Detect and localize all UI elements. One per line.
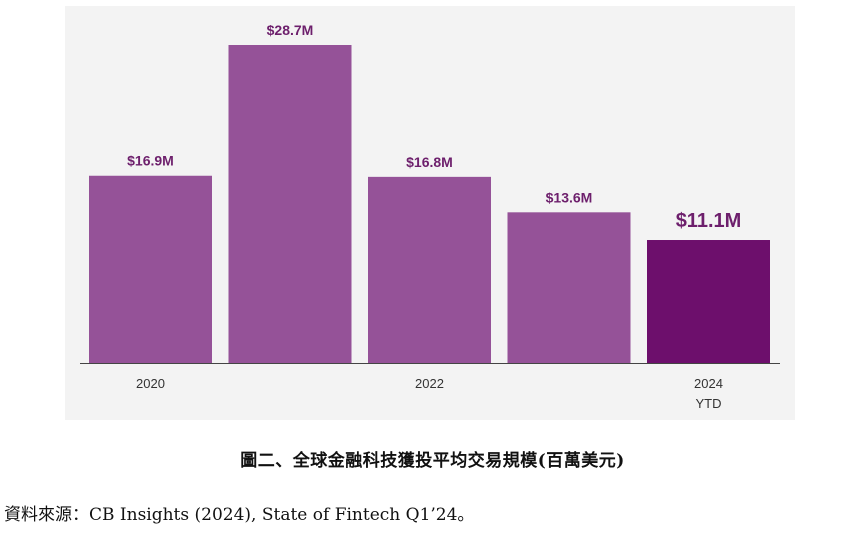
x-tick-sublabel: YTD [696,396,722,411]
x-tick-label: 2022 [415,376,444,391]
bar-2020 [89,175,212,363]
x-tick-label: 2020 [136,376,165,391]
bar-2024-ytd [647,240,770,363]
value-label: $11.1M [676,210,742,232]
bar-2022 [368,176,491,363]
value-label: $16.8M [406,154,453,170]
value-label: $13.6M [546,189,593,205]
value-label: $28.7M [267,22,314,38]
bar-2023 [507,212,631,363]
value-labels-layer: $16.9M $28.7M $16.8M $13.6M $11.1M [127,22,741,232]
source-note: 資料來源：CB Insights (2024), State of Fintec… [4,505,475,525]
x-tick-labels-layer: 2020 2022 2024 YTD [136,376,723,411]
x-tick-label: 2024 [694,376,723,391]
figure-caption: 圖二、全球金融科技獲投平均交易規模(百萬美元) [240,451,625,471]
bar-2021 [228,45,352,364]
value-label: $16.9M [127,153,174,169]
bars-layer [89,45,770,364]
